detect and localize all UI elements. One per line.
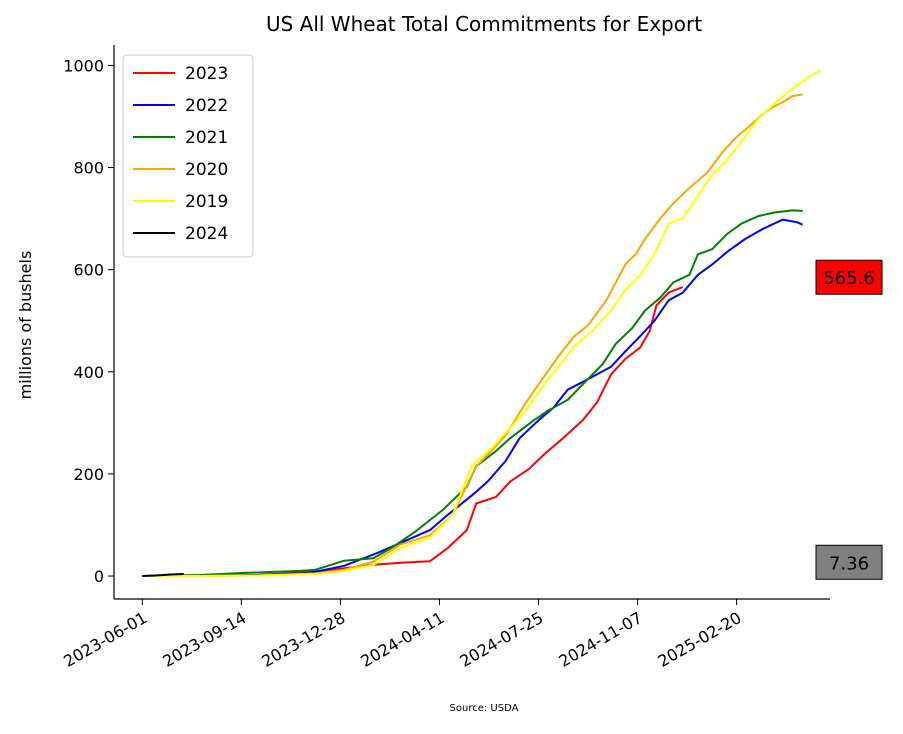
value-annotations: 565.6 7.36 xyxy=(815,259,883,580)
legend-label: 2021 xyxy=(185,128,228,148)
legend-entry-2020: 2020 xyxy=(133,160,228,180)
chart-title: US All Wheat Total Commitments for Expor… xyxy=(266,12,702,36)
legend-label: 2019 xyxy=(185,192,228,212)
legend-entry-2019: 2019 xyxy=(133,192,228,212)
annotation-box-bg xyxy=(815,259,883,295)
series-line-2020 xyxy=(142,93,803,577)
legend-label: 2024 xyxy=(185,224,228,244)
series-lines xyxy=(142,69,822,577)
y-tick-label: 1000 xyxy=(63,56,104,75)
legend-label: 2022 xyxy=(185,96,228,116)
legend: 2023 2022 2021 2020 2019 2024 xyxy=(122,54,254,258)
x-tick-label: 2024-11-07 xyxy=(556,608,646,671)
annotation-box-bg xyxy=(815,544,883,580)
legend-entry-2022: 2022 xyxy=(133,96,228,116)
y-tick-label: 400 xyxy=(73,363,104,382)
y-tick-label: 600 xyxy=(73,261,104,280)
annotation-value: 7.36 xyxy=(829,553,869,574)
x-tick-label: 2024-07-25 xyxy=(456,608,546,671)
annotation-box: 565.6 xyxy=(815,259,883,295)
series-line-2022 xyxy=(142,218,804,577)
legend-entry-2023: 2023 xyxy=(133,64,228,84)
x-tick-label: 2024-04-11 xyxy=(357,608,447,671)
x-tick-label: 2023-12-28 xyxy=(258,608,348,671)
legend-label: 2023 xyxy=(185,64,228,84)
annotation-box: 7.36 xyxy=(815,544,883,580)
series-line-2021 xyxy=(142,209,803,577)
x-tick-label: 2025-02-20 xyxy=(655,608,745,671)
y-tick-label: 0 xyxy=(94,567,104,586)
legend-entry-2024: 2024 xyxy=(133,224,228,244)
series-line-2024 xyxy=(142,573,184,577)
annotation-value: 565.6 xyxy=(823,268,875,289)
y-tick-label: 800 xyxy=(73,159,104,178)
y-axis-label: millions of bushels xyxy=(16,251,35,400)
y-tick-label: 200 xyxy=(73,465,104,484)
series-line-2019 xyxy=(142,69,822,577)
x-tick-label: 2023-09-14 xyxy=(159,608,249,671)
source-note: Source: USDA xyxy=(450,703,519,714)
legend-label: 2020 xyxy=(185,160,228,180)
x-tick-label: 2023-06-01 xyxy=(60,608,150,671)
legend-entry-2021: 2021 xyxy=(133,128,228,148)
